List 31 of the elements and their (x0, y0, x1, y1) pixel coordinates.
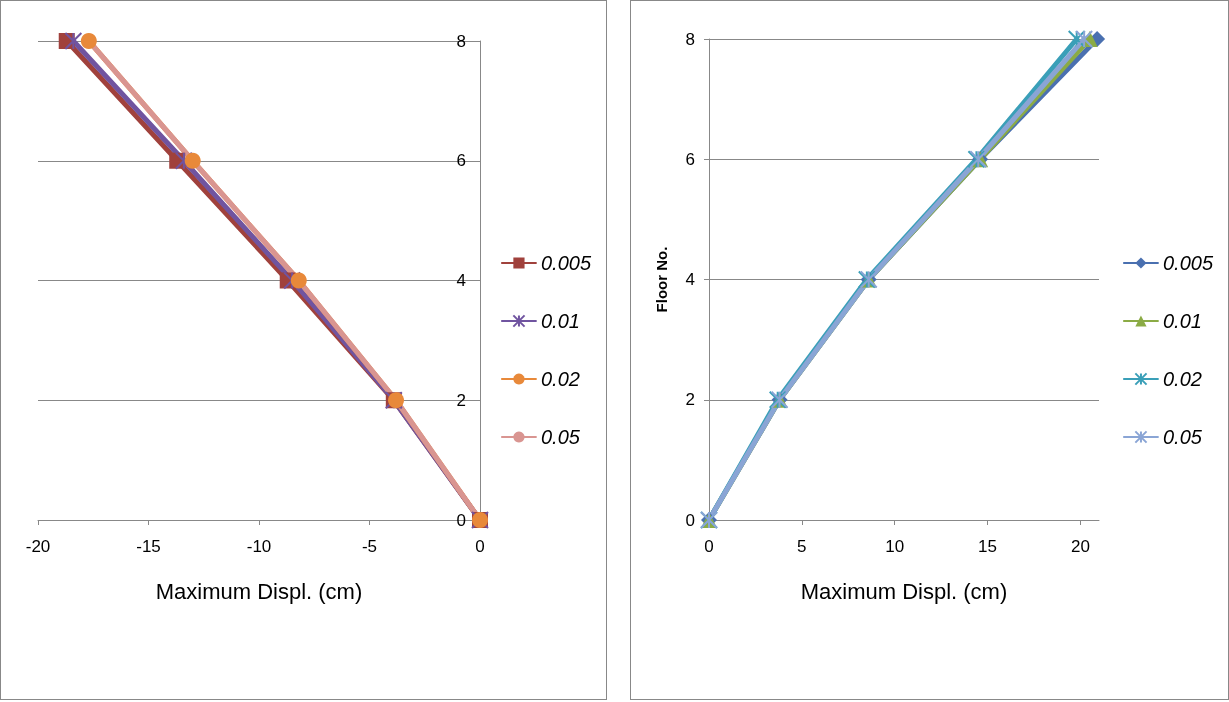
x-tick-label: -20 (25, 537, 51, 556)
y-tick-label: 2 (456, 390, 466, 410)
x-axis-title: Maximum Displ. (cm) (800, 578, 1008, 604)
y-tick-label: 2 (685, 390, 695, 410)
x-tick-label: 0 (704, 537, 714, 556)
x-tick-label: -15 (136, 537, 161, 556)
y-tick-label: 4 (456, 271, 466, 290)
y-tick-label: 8 (685, 29, 695, 49)
legend-label: 0.05 (1162, 426, 1203, 448)
legend-label: 0.02 (540, 368, 580, 390)
legend-label: 0.01 (540, 310, 580, 332)
x-tick-label: 15 (978, 537, 998, 556)
legend-label: 0.05 (540, 426, 581, 448)
x-tick-label: 20 (1070, 537, 1090, 556)
legend-label: 0.02 (1162, 368, 1202, 390)
y-tick-label: 6 (456, 151, 466, 171)
x-tick-label: 10 (885, 537, 905, 556)
y-tick-label: 4 (685, 270, 695, 289)
legend-label: 0.005 (540, 252, 592, 274)
y-tick-label: 0 (685, 510, 695, 530)
y-tick-label: 0 (456, 510, 466, 530)
x-axis-title: Maximum Displ. (cm) (155, 578, 363, 604)
y-axis-title: Floor No. (653, 246, 670, 313)
legend-label: 0.005 (1162, 252, 1214, 274)
x-tick-label: 5 (797, 537, 807, 556)
y-tick-label: 8 (456, 31, 466, 51)
y-tick-label: 6 (685, 149, 695, 169)
x-tick-label: -10 (246, 537, 272, 556)
x-tick-label: 0 (475, 537, 485, 556)
x-tick-label: -5 (361, 537, 378, 556)
legend-label: 0.01 (1162, 310, 1202, 332)
